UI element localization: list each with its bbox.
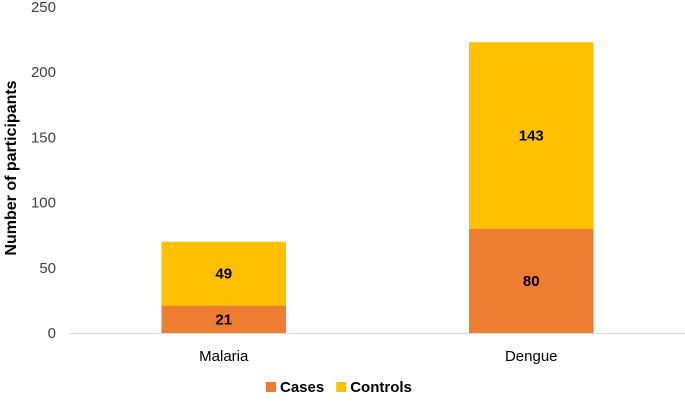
- legend-swatch-controls: [336, 382, 347, 392]
- x-category-label: Dengue: [505, 348, 558, 365]
- y-axis-ticks: 0 50 100 150 200 250: [31, 0, 56, 342]
- legend-label-cases: Cases: [280, 379, 324, 396]
- y-tick-label: 150: [31, 129, 56, 146]
- bar-dengue-cases: [468, 228, 594, 333]
- y-tick-label: 0: [48, 325, 56, 342]
- y-tick-label: 50: [39, 260, 56, 277]
- data-label-malaria-controls: 49: [215, 266, 232, 283]
- bar-malaria-controls: [161, 241, 287, 306]
- legend-swatch-cases: [266, 382, 276, 392]
- x-category-label: Malaria: [199, 348, 249, 365]
- bar-dengue-controls: [468, 42, 594, 229]
- legend-label-controls: Controls: [350, 379, 412, 396]
- data-label-dengue-cases: 80: [523, 273, 540, 290]
- y-tick-label: 250: [31, 0, 56, 16]
- bars: 21 49 80 143: [161, 42, 594, 333]
- data-label-malaria-cases: 21: [215, 311, 232, 328]
- category-labels: Malaria Dengue: [199, 348, 557, 365]
- legend: Cases Controls: [266, 379, 412, 396]
- y-axis-label: Number of participants: [3, 80, 20, 255]
- data-label-dengue-controls: 143: [519, 127, 544, 144]
- bar-malaria-cases: [161, 305, 287, 333]
- y-tick-label: 100: [31, 195, 56, 212]
- y-tick-label: 200: [31, 64, 56, 81]
